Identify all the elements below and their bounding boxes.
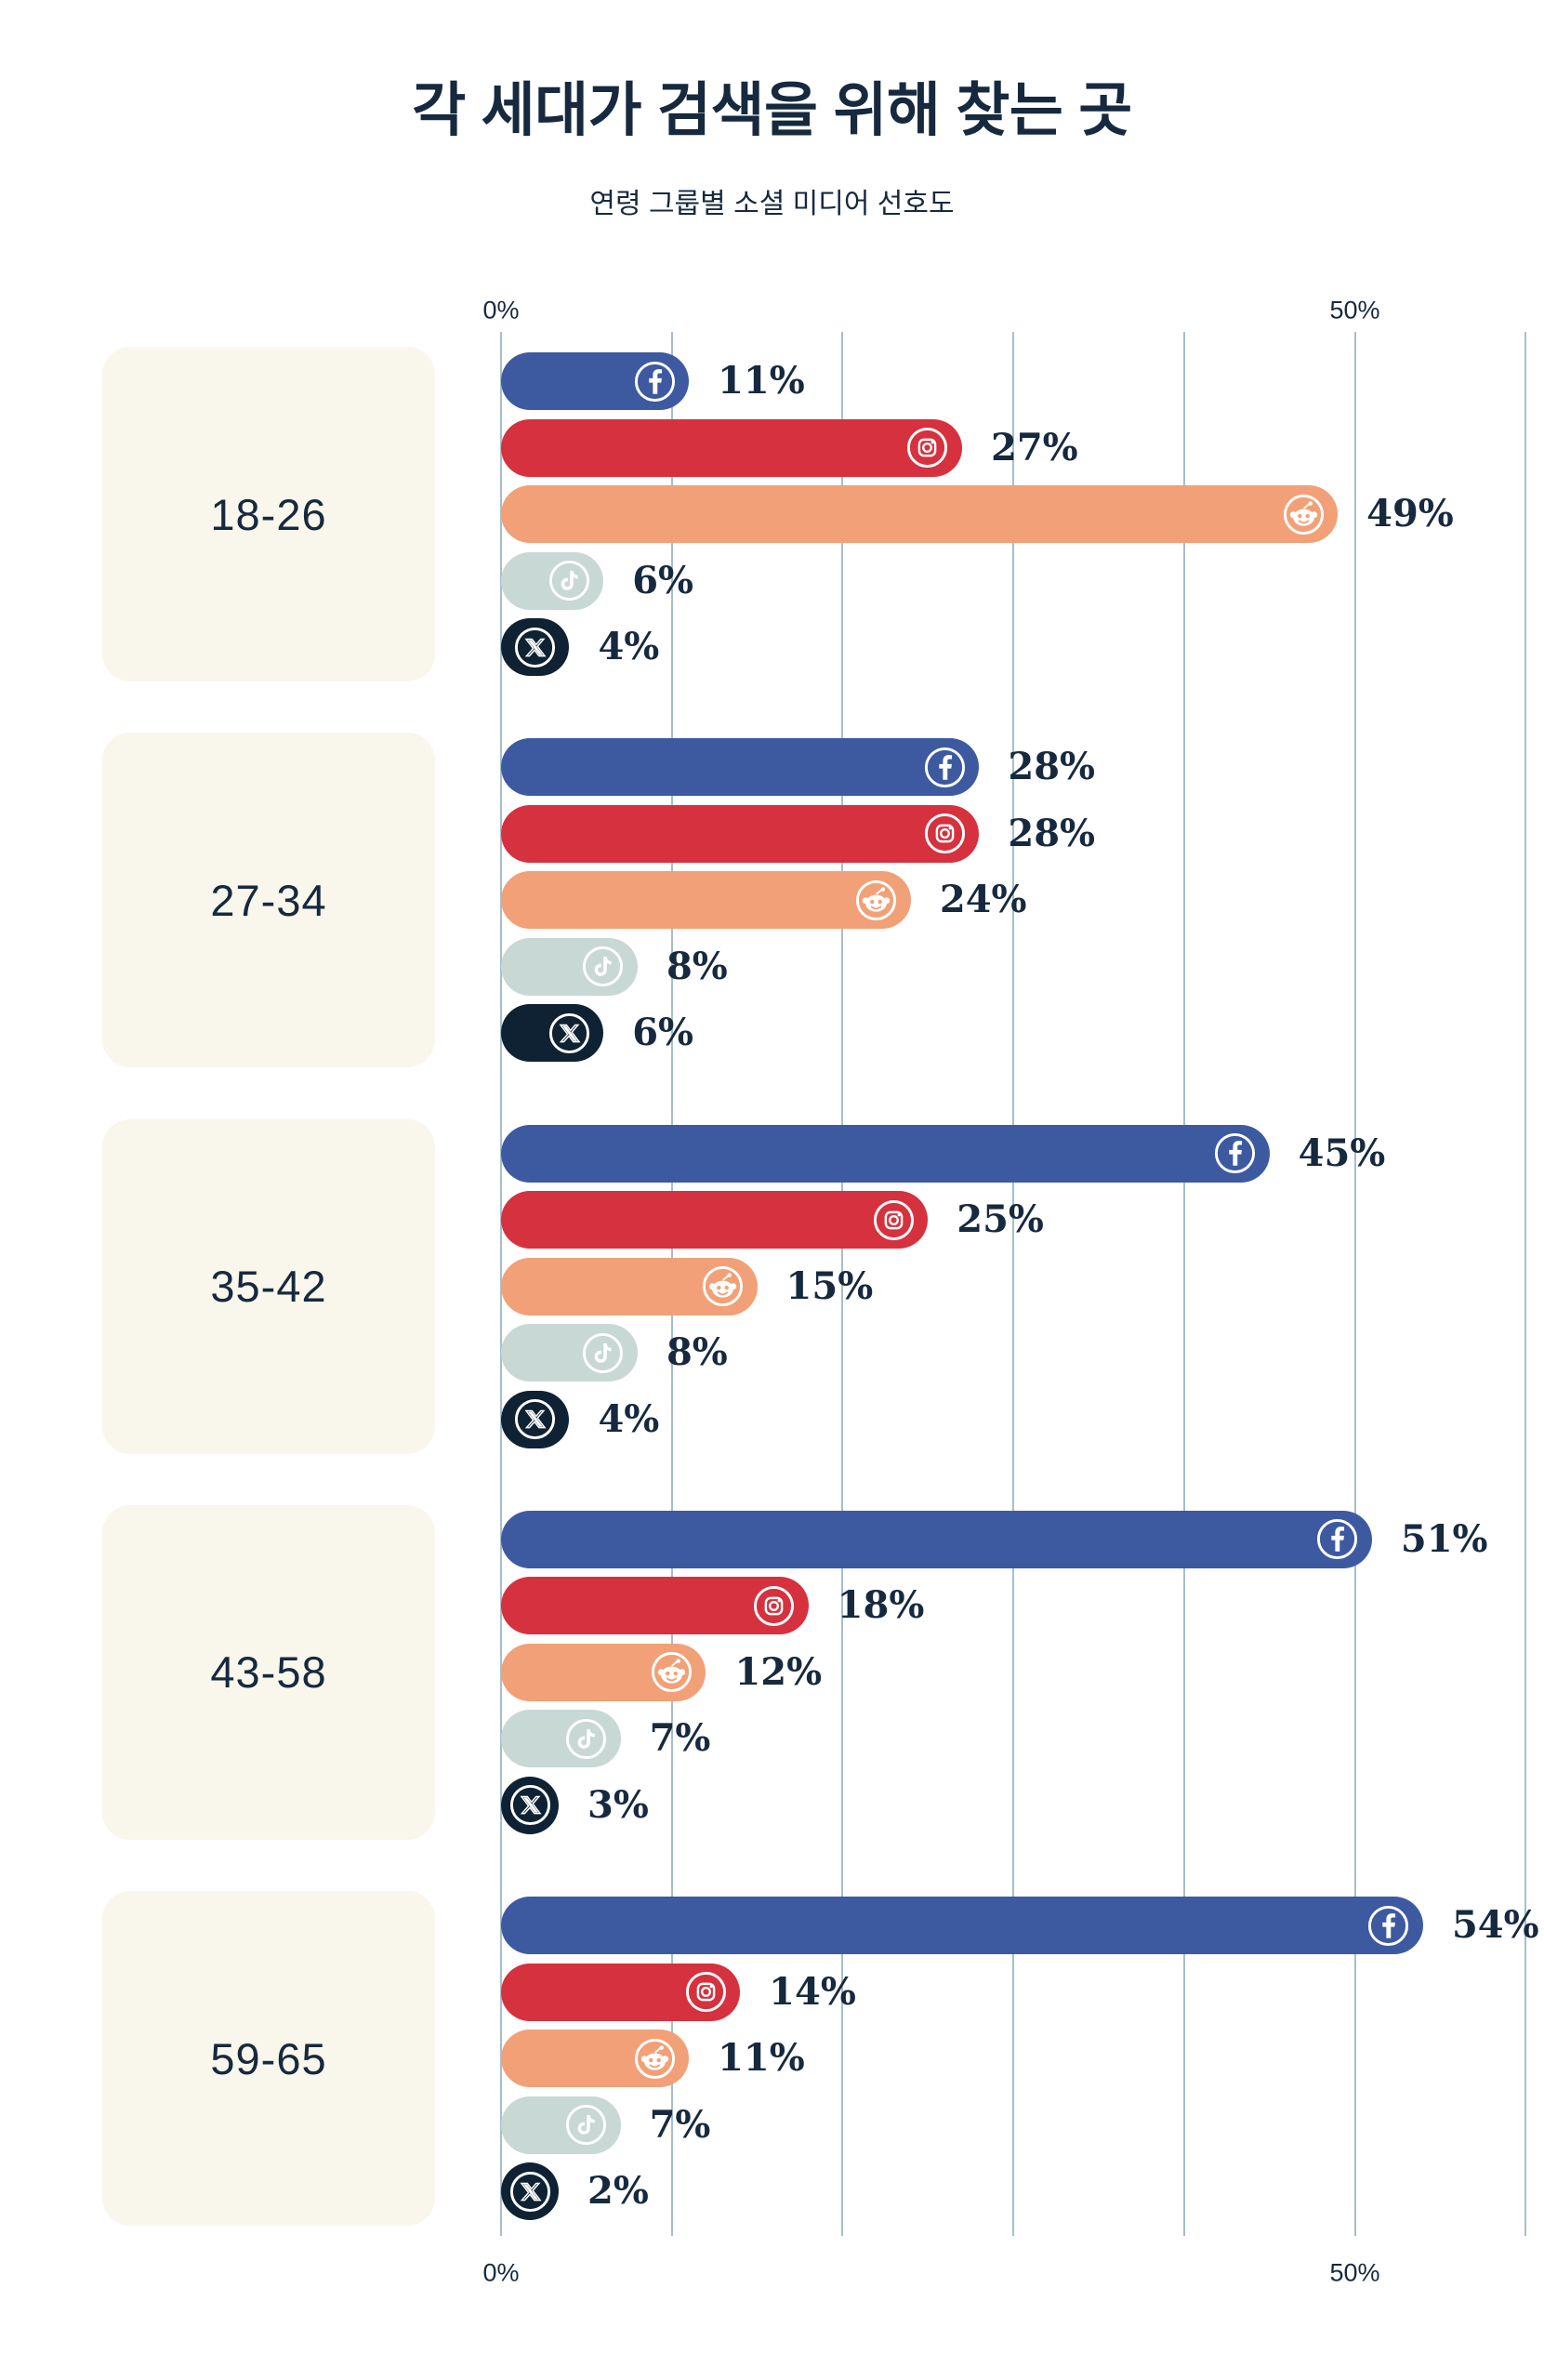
reddit-icon bbox=[701, 1264, 745, 1308]
gridline-40pct bbox=[1182, 332, 1185, 2236]
gridline-50pct bbox=[1353, 332, 1356, 2236]
reddit-icon bbox=[633, 2037, 677, 2081]
value-label-x: 6% bbox=[632, 1011, 694, 1055]
bar-facebook bbox=[501, 1897, 1423, 1954]
page-title: 각 세대가 검색을 위해 찾는 곳 bbox=[412, 78, 1132, 143]
facebook-icon bbox=[1315, 1517, 1359, 1561]
value-label-facebook: 28% bbox=[1008, 745, 1096, 789]
value-label-facebook: 54% bbox=[1451, 1903, 1539, 1947]
bar-reddit bbox=[501, 871, 911, 930]
tiktok-icon bbox=[548, 559, 591, 602]
value-label-instagram: 27% bbox=[990, 425, 1078, 469]
axis-tick-bottom-0: 0% bbox=[482, 2258, 520, 2287]
instagram-icon bbox=[923, 812, 967, 855]
value-label-tiktok: 7% bbox=[649, 1716, 711, 1761]
age-group-label: 35-42 bbox=[210, 1262, 327, 1311]
bar-tiktok bbox=[501, 2096, 621, 2154]
axis-tick-top-0: 0% bbox=[482, 296, 520, 324]
age-group-card: 59-65 bbox=[102, 1891, 435, 2226]
bar-instagram bbox=[501, 804, 980, 863]
bar-facebook bbox=[501, 738, 980, 797]
value-label-reddit: 49% bbox=[1366, 492, 1454, 536]
age-group-card: 43-58 bbox=[102, 1504, 435, 1840]
bar-facebook bbox=[501, 1124, 1270, 1183]
bar-instagram bbox=[501, 1577, 809, 1635]
age-group-label: 27-34 bbox=[210, 875, 327, 925]
reddit-icon bbox=[854, 879, 898, 922]
axis-tick-top-1: 50% bbox=[1329, 296, 1380, 324]
bar-facebook bbox=[501, 1510, 1372, 1568]
value-label-tiktok: 8% bbox=[666, 1330, 728, 1374]
reddit-icon bbox=[1282, 493, 1326, 536]
value-label-x: 3% bbox=[587, 1782, 649, 1827]
gridline-30pct bbox=[1012, 332, 1015, 2236]
bar-tiktok bbox=[501, 937, 638, 996]
age-group-card: 35-42 bbox=[102, 1118, 435, 1454]
page-subtitle: 연령 그룹별 소셜 미디어 선호도 bbox=[589, 189, 955, 219]
age-group-label: 18-26 bbox=[210, 489, 327, 539]
reddit-icon bbox=[650, 1650, 693, 1694]
value-label-tiktok: 7% bbox=[649, 2102, 711, 2147]
instagram-icon bbox=[752, 1584, 796, 1628]
age-group-card: 27-34 bbox=[102, 733, 435, 1068]
facebook-icon bbox=[923, 746, 967, 789]
value-label-x: 4% bbox=[598, 625, 660, 668]
x-icon bbox=[508, 2170, 552, 2214]
value-label-x: 2% bbox=[587, 2169, 649, 2213]
value-label-tiktok: 8% bbox=[666, 944, 728, 988]
value-label-instagram: 25% bbox=[957, 1197, 1044, 1241]
bar-tiktok bbox=[501, 1324, 638, 1382]
bar-reddit bbox=[501, 485, 1339, 543]
bar-tiktok bbox=[501, 1710, 621, 1768]
facebook-icon bbox=[633, 360, 677, 403]
tiktok-icon bbox=[581, 1331, 625, 1375]
x-icon bbox=[513, 1397, 557, 1441]
value-label-x: 4% bbox=[598, 1396, 660, 1441]
bar-instagram bbox=[501, 1191, 929, 1249]
value-label-reddit: 15% bbox=[785, 1263, 874, 1308]
age-group-card: 18-26 bbox=[102, 347, 435, 681]
age-group-label: 43-58 bbox=[210, 1647, 327, 1698]
value-label-reddit: 24% bbox=[939, 878, 1027, 922]
axis-tick-bottom-1: 50% bbox=[1329, 2258, 1380, 2287]
value-label-facebook: 11% bbox=[718, 359, 805, 403]
x-icon bbox=[508, 1783, 552, 1827]
tiktok-icon bbox=[564, 2103, 608, 2147]
value-label-reddit: 12% bbox=[734, 1649, 823, 1694]
instagram-icon bbox=[905, 426, 949, 469]
instagram-icon bbox=[684, 1970, 728, 2014]
value-label-facebook: 51% bbox=[1400, 1516, 1488, 1561]
value-label-tiktok: 6% bbox=[632, 558, 694, 602]
facebook-icon bbox=[1366, 1904, 1410, 1948]
tiktok-icon bbox=[581, 945, 625, 988]
value-label-facebook: 45% bbox=[1298, 1130, 1386, 1175]
x-icon bbox=[548, 1012, 591, 1055]
x-icon bbox=[513, 626, 557, 669]
value-label-reddit: 11% bbox=[718, 2036, 805, 2080]
instagram-icon bbox=[872, 1198, 916, 1242]
bar-instagram bbox=[501, 418, 962, 477]
value-label-instagram: 14% bbox=[769, 1969, 856, 2014]
gridline-60pct bbox=[1524, 332, 1527, 2236]
value-label-instagram: 28% bbox=[1008, 811, 1096, 855]
value-label-instagram: 18% bbox=[837, 1583, 925, 1628]
tiktok-icon bbox=[564, 1717, 608, 1761]
facebook-icon bbox=[1213, 1131, 1257, 1175]
gridline-20pct bbox=[841, 332, 844, 2236]
age-group-label: 59-65 bbox=[210, 2033, 327, 2083]
